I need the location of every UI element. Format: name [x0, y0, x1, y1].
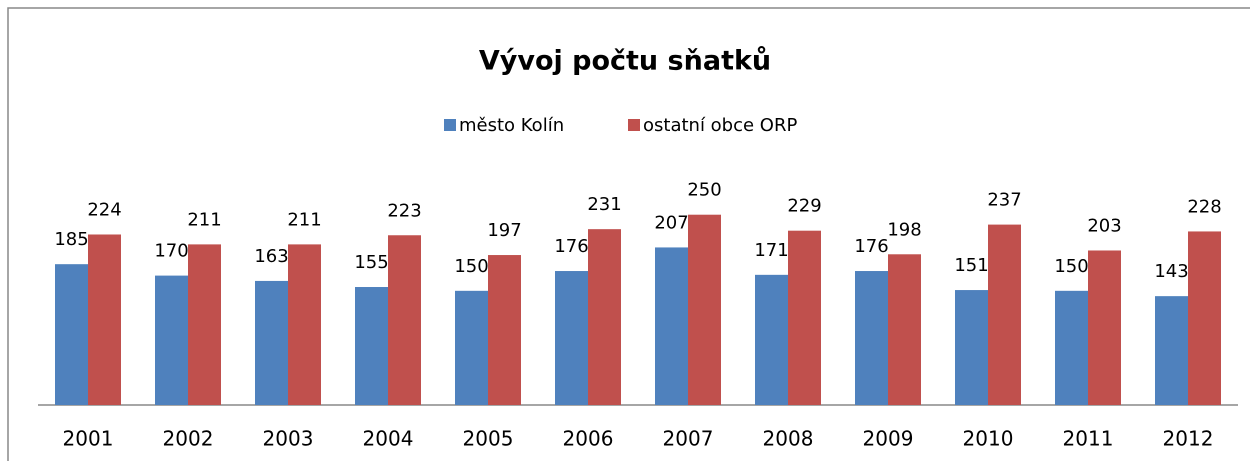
bar: [488, 255, 521, 405]
data-label: 228: [1187, 196, 1221, 217]
x-tick-label: 2012: [1163, 427, 1214, 451]
bar: [1055, 290, 1088, 405]
x-tick-label: 2008: [763, 427, 814, 451]
bar: [388, 235, 421, 405]
bar: [755, 274, 788, 405]
data-label: 143: [1154, 261, 1188, 282]
bar: [888, 254, 921, 405]
chart-title: Vývoj počtu sňatků: [479, 46, 771, 77]
data-label: 229: [787, 196, 821, 217]
x-tick-label: 2009: [863, 427, 914, 451]
legend-swatch: [444, 119, 456, 131]
bar: [355, 287, 388, 405]
bar: [88, 234, 121, 405]
x-tick-label: 2006: [563, 427, 614, 451]
chart-frame: [7, 7, 1250, 461]
data-label: 151: [954, 255, 988, 276]
data-label: 223: [387, 200, 421, 221]
legend-label: ostatní obce ORP: [643, 115, 797, 136]
bar: [688, 214, 721, 405]
bar: [588, 229, 621, 405]
x-tick-label: 2002: [163, 427, 214, 451]
data-label: 170: [154, 241, 188, 262]
bar: [1188, 231, 1221, 405]
bar: [288, 244, 321, 405]
x-tick-label: 2004: [363, 427, 414, 451]
bar: [655, 247, 688, 405]
data-label: 197: [487, 220, 521, 241]
data-label: 176: [854, 236, 888, 257]
x-tick-label: 2011: [1063, 427, 1114, 451]
data-label: 211: [187, 209, 221, 230]
data-label: 150: [1054, 256, 1088, 277]
bar: [1088, 250, 1121, 405]
data-label: 250: [687, 180, 721, 201]
x-tick-label: 2010: [963, 427, 1014, 451]
bar: [155, 275, 188, 405]
bar: [455, 290, 488, 405]
data-label: 224: [87, 199, 121, 220]
data-label: 185: [54, 229, 88, 250]
data-label: 176: [554, 236, 588, 257]
bar: [788, 230, 821, 405]
bar: [955, 290, 988, 405]
legend-swatch: [628, 119, 640, 131]
data-label: 198: [887, 219, 921, 240]
x-tick-label: 2007: [663, 427, 714, 451]
bar: [555, 271, 588, 405]
x-tick-label: 2003: [263, 427, 314, 451]
data-label: 211: [287, 209, 321, 230]
bar: [55, 264, 88, 405]
data-label: 237: [987, 190, 1021, 211]
bar: [188, 244, 221, 405]
legend-label: město Kolín: [459, 115, 564, 136]
data-label: 207: [654, 212, 688, 233]
data-label: 155: [354, 252, 388, 273]
bar: [855, 271, 888, 405]
bar: [1155, 296, 1188, 405]
bar: [988, 224, 1021, 405]
x-tick-label: 2001: [63, 427, 114, 451]
bar: [255, 280, 288, 405]
data-label: 203: [1087, 215, 1121, 236]
data-label: 163: [254, 246, 288, 267]
data-label: 150: [454, 256, 488, 277]
data-label: 171: [754, 240, 788, 261]
x-tick-label: 2005: [463, 427, 514, 451]
data-label: 231: [587, 194, 621, 215]
